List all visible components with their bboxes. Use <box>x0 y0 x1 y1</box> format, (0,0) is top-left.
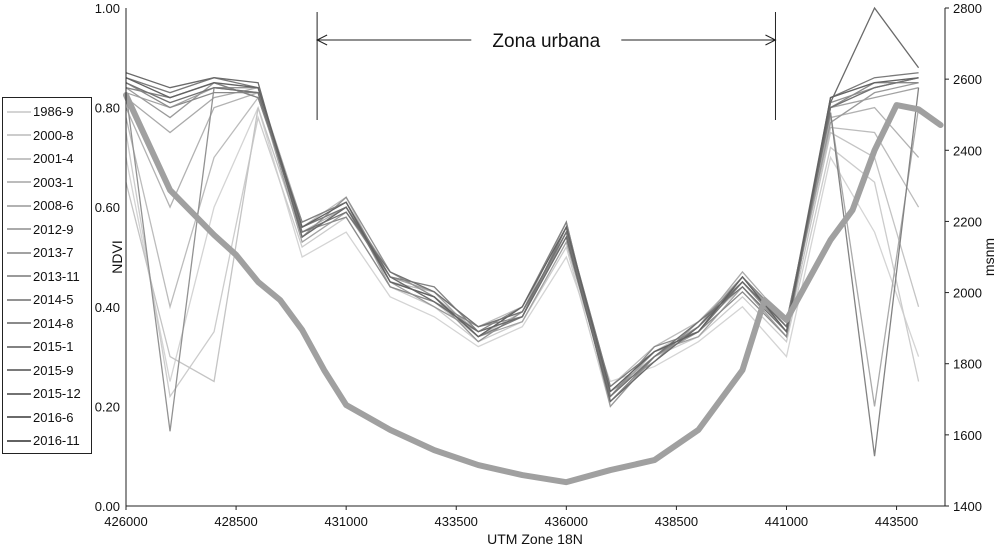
legend-item: 1986-9 <box>7 100 91 124</box>
legend-swatch <box>7 439 31 442</box>
x-tick-label: 431000 <box>324 514 367 529</box>
legend-item: 2014-8 <box>7 312 91 336</box>
y-tick-label: 0.60 <box>95 200 120 215</box>
legend-label: 2014-5 <box>33 292 74 308</box>
x-tick-label: 443500 <box>875 514 918 529</box>
y2-tick-label: 2000 <box>953 286 982 301</box>
series-layer <box>125 6 920 457</box>
series-line-2013-7 <box>125 87 919 398</box>
x-tick-label: 428500 <box>214 514 257 529</box>
legend-label: 2014-8 <box>33 315 74 331</box>
legend-swatch <box>7 228 31 231</box>
y2-tick-label: 2200 <box>953 214 982 229</box>
series-line-2015-12 <box>125 77 919 398</box>
y2-tick-label: 1600 <box>953 428 982 443</box>
legend-label: 2016-6 <box>33 409 74 425</box>
legend-label: 2008-6 <box>33 198 74 214</box>
legend-swatch <box>7 204 31 207</box>
legend-item: 2015-9 <box>7 359 91 383</box>
series-line-2013-11 <box>125 81 919 408</box>
legend-item: 2013-11 <box>7 265 91 289</box>
legend-swatch <box>7 322 31 325</box>
y2-tick-label: 2800 <box>953 1 982 16</box>
legend-swatch <box>7 369 31 372</box>
y-axis-title: NDVI <box>109 240 125 273</box>
legend-swatch <box>7 251 31 254</box>
legend-swatch <box>7 392 31 395</box>
series-line-2015-9 <box>125 72 919 388</box>
legend-label: 2015-1 <box>33 339 74 355</box>
legend-label: 2012-9 <box>33 221 74 237</box>
legend-item: 2001-4 <box>7 147 91 171</box>
legend-item: 2003-1 <box>7 171 91 195</box>
legend-item: 2000-8 <box>7 124 91 148</box>
arrowhead-left-icon <box>315 34 328 46</box>
series-line-2003-1 <box>125 96 920 388</box>
legend-label: 2013-7 <box>33 245 74 261</box>
legend-item: 2012-9 <box>7 218 91 242</box>
legend-label: 2013-11 <box>33 268 80 284</box>
legend-swatch <box>7 345 31 348</box>
series-line-2012-9 <box>125 86 920 407</box>
series-line-2016-6 <box>125 6 920 403</box>
arrowhead-right-icon <box>765 34 777 46</box>
legend-label: 2003-1 <box>33 174 74 190</box>
legend-swatch <box>7 157 31 160</box>
legend-label: 2015-9 <box>33 362 74 378</box>
x-tick-label: 433500 <box>435 514 478 529</box>
annotation-label: Zona urbana <box>492 31 600 52</box>
y-tick-label: 0.40 <box>95 300 120 315</box>
legend-item: 2014-5 <box>7 288 91 312</box>
y-tick-label: 0.00 <box>95 499 120 514</box>
y-tick-label: 0.80 <box>95 101 120 116</box>
legend-swatch <box>7 181 31 184</box>
series-line-1986-9 <box>125 105 920 383</box>
x-tick-label: 426000 <box>104 514 147 529</box>
legend-swatch <box>7 275 31 278</box>
legend-item: 2015-1 <box>7 335 91 359</box>
y2-tick-label: 1800 <box>953 357 982 372</box>
legend-swatch <box>7 134 31 137</box>
series-line-2014-5 <box>125 77 919 432</box>
legend-item: 2013-7 <box>7 241 91 265</box>
series-line-2001-4 <box>125 107 920 398</box>
legend-item: 2008-6 <box>7 194 91 218</box>
x-axis-title: UTM Zone 18N <box>487 531 583 547</box>
legend-swatch <box>7 298 31 301</box>
x-tick-label: 436000 <box>545 514 588 529</box>
y2-tick-label: 2400 <box>953 143 982 158</box>
legend: 1986-9 2000-8 2001-4 2003-1 2008-6 2012-9 2013… <box>2 97 92 454</box>
legend-label: 2001-4 <box>33 151 74 167</box>
legend-label: 1986-9 <box>33 104 74 120</box>
zona-urbana-annotation: Zona urbana <box>315 12 777 120</box>
legend-label: 2016-11 <box>33 433 80 449</box>
legend-swatch <box>7 416 31 419</box>
series-line-2014-8 <box>125 82 919 398</box>
legend-label: 2000-8 <box>33 127 74 143</box>
y-tick-label: 0.20 <box>95 399 120 414</box>
legend-item: 2016-11 <box>7 429 91 453</box>
y2-tick-label: 2600 <box>953 72 982 87</box>
x-tick-label: 438500 <box>655 514 698 529</box>
elevation-line <box>123 92 944 486</box>
elevation-layer <box>123 92 944 486</box>
legend-swatch <box>7 110 31 113</box>
x-tick-label: 441000 <box>765 514 808 529</box>
legend-item: 2015-12 <box>7 382 91 406</box>
ticks: 426000 428500 431000 433500 436000 438500 4410… <box>95 1 982 529</box>
series-line-2016-11 <box>125 77 919 393</box>
y2-tick-label: 1400 <box>953 499 982 514</box>
legend-label: 2015-12 <box>33 386 81 402</box>
y2-axis-title: msnm <box>981 238 997 276</box>
legend-item: 2016-6 <box>7 406 91 430</box>
y-tick-label: 1.00 <box>95 1 120 16</box>
